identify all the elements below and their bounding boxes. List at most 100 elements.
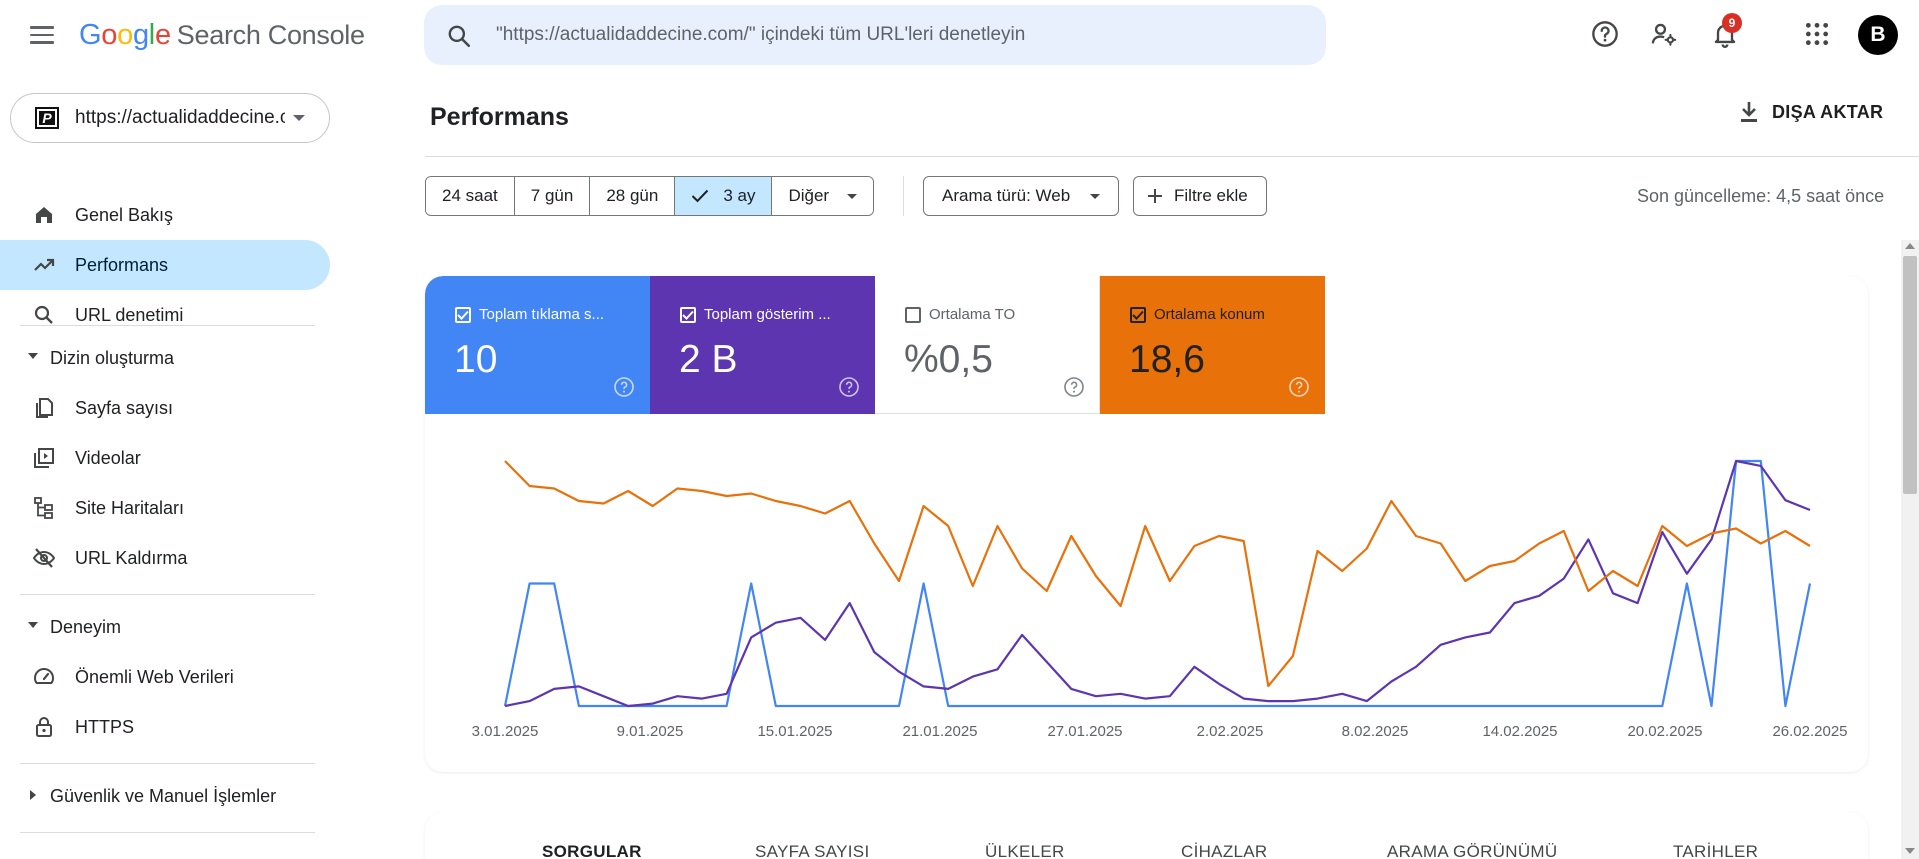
- search-type-filter[interactable]: Arama türü: Web: [923, 176, 1120, 216]
- date-filter-label: 28 gün: [606, 186, 659, 205]
- metric-label: Toplam gösterim ...: [704, 306, 831, 323]
- property-url: https://actualidaddecine.com/: [75, 107, 285, 128]
- search-console-logo[interactable]: Google Search Console: [79, 19, 365, 52]
- chart-x-axis: 3.01.2025 9.01.2025 15.01.2025 21.01.2025 27…: [472, 723, 1848, 740]
- apps-icon[interactable]: [1800, 17, 1834, 51]
- x-tick-label: 20.02.2025: [1627, 723, 1702, 740]
- property-favicon-icon: P: [35, 107, 59, 129]
- sidebar-item-pages[interactable]: Sayfa sayısı: [0, 383, 330, 433]
- date-filter-label: 3 ay: [723, 186, 756, 205]
- metric-value: 18,6: [1129, 338, 1205, 381]
- metric-value: 10: [454, 338, 498, 381]
- sidebar-divider: [20, 325, 315, 326]
- menu-icon[interactable]: [30, 20, 60, 50]
- scroll-down-arrow-icon[interactable]: [1905, 848, 1915, 854]
- x-tick-label: 9.01.2025: [617, 723, 684, 740]
- x-tick-label: 14.02.2025: [1482, 723, 1557, 740]
- chart-series-layer: [503, 459, 1812, 708]
- sidebar-item-label: Site Haritaları: [75, 498, 185, 518]
- date-filter-7d[interactable]: 7 gün: [514, 177, 591, 215]
- section-label: Deneyim: [50, 617, 122, 637]
- expand-arrow-icon: [28, 353, 38, 359]
- sidebar-item-url-inspection[interactable]: URL denetimi: [0, 290, 330, 340]
- date-filter-other[interactable]: Diğer: [772, 177, 874, 215]
- series-line-2[interactable]: [504, 459, 1811, 708]
- sidebar-item-performance[interactable]: Performans: [0, 240, 330, 290]
- tab-countries[interactable]: ÜLKELER: [985, 842, 1065, 859]
- section-label: Dizin oluşturma: [50, 348, 175, 368]
- checkbox-checked-icon[interactable]: [455, 306, 471, 323]
- avatar[interactable]: B: [1858, 15, 1898, 55]
- sidebar-item-removals[interactable]: URL Kaldırma: [0, 533, 330, 583]
- speed-icon: [34, 668, 54, 684]
- tab-search-appearance[interactable]: ARAMA GÖRÜNÜMÜ: [1387, 842, 1558, 859]
- chevron-down-icon: [847, 193, 858, 199]
- x-tick-label: 15.01.2025: [757, 723, 832, 740]
- search-icon: [448, 25, 471, 48]
- sidebar-item-sitemaps[interactable]: Site Haritaları: [0, 483, 330, 533]
- metric-header: Toplam gösterim ...: [680, 306, 865, 323]
- help-icon[interactable]: [1288, 376, 1310, 398]
- help-icon[interactable]: [838, 376, 860, 398]
- performance-line-chart[interactable]: 3.01.2025 9.01.2025 15.01.2025 21.01.2025 27…: [425, 276, 1868, 772]
- last-updated-text: Son güncelleme: 4,5 saat önce: [1637, 186, 1885, 206]
- expand-arrow-icon: [28, 622, 38, 628]
- date-filter-3m[interactable]: 3 ay: [675, 177, 773, 215]
- metric-card-impressions[interactable]: Toplam gösterim ... 2 B: [650, 276, 875, 414]
- sidebar-item-videos[interactable]: Videolar: [0, 433, 330, 483]
- performance-chart-card: Toplam tıklama s... 10 Toplam gösterim .…: [425, 276, 1868, 772]
- lock-icon: [36, 717, 52, 737]
- add-filter-button[interactable]: Filtre ekle: [1133, 176, 1267, 216]
- export-button[interactable]: DIŞA AKTAR: [1738, 100, 1883, 124]
- sidebar-section-experience[interactable]: Deneyim: [0, 607, 330, 647]
- series-line-1[interactable]: [503, 459, 1812, 708]
- sidebar-item-label: URL Kaldırma: [75, 548, 188, 568]
- checkbox-checked-icon[interactable]: [680, 306, 696, 323]
- metric-label: Ortalama konum: [1154, 306, 1265, 323]
- help-icon[interactable]: [1588, 17, 1622, 51]
- tab-devices[interactable]: CİHAZLAR: [1181, 842, 1268, 859]
- tab-dates[interactable]: TARİHLER: [1673, 842, 1759, 859]
- help-icon[interactable]: [1063, 376, 1085, 398]
- x-tick-label: 3.01.2025: [472, 723, 539, 740]
- chevron-down-icon: [293, 115, 305, 121]
- x-tick-label: 21.01.2025: [902, 723, 977, 740]
- date-filter-24h[interactable]: 24 saat: [426, 177, 515, 215]
- tab-pages[interactable]: SAYFA SAYISI: [755, 842, 870, 859]
- sidebar-item-core-web-vitals[interactable]: Önemli Web Verileri: [0, 652, 330, 702]
- scroll-up-arrow-icon[interactable]: [1905, 243, 1915, 249]
- date-filter-label: Diğer: [788, 186, 830, 205]
- search-type-label: Arama türü: Web: [942, 186, 1071, 205]
- property-selector[interactable]: P https://actualidaddecine.com/: [10, 93, 330, 143]
- checkbox-unchecked-icon[interactable]: [905, 306, 921, 323]
- url-inspect-search[interactable]: [424, 5, 1326, 65]
- add-filter-label: Filtre ekle: [1174, 186, 1248, 205]
- sidebar-divider: [20, 763, 315, 764]
- sidebar-item-label: URL denetimi: [75, 305, 184, 325]
- sidebar-item-label: Genel Bakış: [75, 205, 174, 225]
- check-icon: [692, 189, 709, 203]
- expand-arrow-icon: [30, 790, 36, 800]
- scrollbar-thumb[interactable]: [1903, 256, 1917, 494]
- sidebar-item-https[interactable]: HTTPS: [0, 702, 330, 752]
- sidebar-item-label: HTTPS: [75, 717, 135, 737]
- search-input[interactable]: [496, 17, 1296, 53]
- help-icon[interactable]: [613, 376, 635, 398]
- series-line-3[interactable]: [504, 460, 1811, 688]
- download-icon: [1741, 102, 1757, 122]
- date-filter-28d[interactable]: 28 gün: [590, 177, 676, 215]
- sidebar-item-overview[interactable]: Genel Bakış: [0, 190, 330, 240]
- date-filter-label: 7 gün: [530, 186, 574, 205]
- sidebar-section-security[interactable]: Güvenlik ve Manuel İşlemler: [0, 776, 330, 816]
- sidebar-section-indexing[interactable]: Dizin oluşturma: [0, 338, 330, 378]
- metric-card-position[interactable]: Ortalama konum 18,6: [1100, 276, 1325, 414]
- tab-queries[interactable]: SORGULAR: [542, 842, 642, 859]
- metric-value: %0,5: [904, 338, 993, 381]
- metric-header: Ortalama konum: [1130, 306, 1315, 323]
- metric-card-clicks[interactable]: Toplam tıklama s... 10: [425, 276, 650, 414]
- metric-card-ctr[interactable]: Ortalama TO %0,5: [875, 276, 1100, 414]
- checkbox-checked-icon[interactable]: [1130, 306, 1146, 323]
- notification-badge: 9: [1722, 13, 1742, 33]
- manage-accounts-icon[interactable]: [1647, 17, 1681, 51]
